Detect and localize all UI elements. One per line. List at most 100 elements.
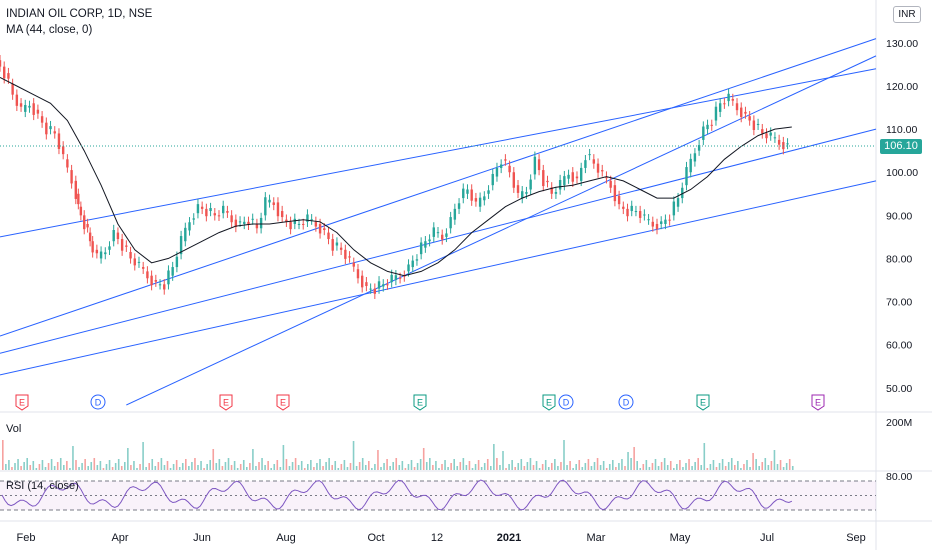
- candle-body: [483, 196, 486, 201]
- volume-bar: [578, 460, 581, 470]
- volume-bar: [666, 465, 669, 470]
- candle-body: [394, 275, 398, 280]
- price-tick-label: 70.00: [886, 297, 912, 309]
- candle-body: [626, 208, 629, 217]
- candle-body: [40, 116, 44, 123]
- candle-body: [596, 163, 600, 173]
- candle-body: [474, 198, 478, 202]
- candle-body: [150, 275, 153, 286]
- candle-body: [255, 223, 259, 229]
- candle-body: [314, 221, 318, 227]
- candle-body: [567, 174, 570, 179]
- svg-text:E: E: [700, 398, 706, 408]
- ma-indicator-label[interactable]: MA (44, close, 0): [6, 24, 93, 36]
- candle-body: [112, 230, 115, 242]
- volume-bar: [593, 462, 596, 470]
- currency-badge[interactable]: INR: [893, 6, 921, 23]
- volume-bar: [47, 463, 50, 470]
- volume-bar: [660, 462, 663, 470]
- dividend-event-icon[interactable]: D: [558, 394, 574, 410]
- earnings-event-icon[interactable]: E: [15, 394, 29, 411]
- volume-bar: [685, 463, 687, 470]
- rsi-label[interactable]: RSI (14, close): [6, 480, 79, 492]
- volume-label[interactable]: Vol: [6, 423, 22, 435]
- volume-bar: [682, 467, 684, 470]
- volume-bar: [23, 462, 25, 470]
- time-axis-label: 12: [431, 532, 443, 544]
- earnings-event-icon[interactable]: E: [413, 394, 427, 411]
- volume-bar: [727, 462, 730, 470]
- volume-bar: [78, 467, 80, 470]
- volume-bar: [136, 468, 138, 470]
- volume-bar: [181, 463, 184, 470]
- chart-title[interactable]: INDIAN OIL CORP, 1D, NSE: [6, 8, 153, 20]
- candle-body: [521, 191, 524, 199]
- volume-bar: [87, 466, 89, 470]
- earnings-event-icon[interactable]: E: [811, 394, 825, 411]
- candle-body: [609, 180, 612, 188]
- volume-bar: [566, 465, 568, 470]
- volume-bar: [81, 463, 83, 470]
- candle-body: [3, 66, 6, 79]
- volume-bar: [84, 459, 86, 470]
- volume-bar: [642, 464, 645, 470]
- candle-body: [289, 221, 292, 230]
- volume-bar: [425, 462, 428, 470]
- candle-body: [259, 217, 263, 229]
- volume-bar: [203, 468, 205, 470]
- trendline: [0, 68, 877, 238]
- volume-bar: [480, 467, 483, 470]
- candle-body: [196, 204, 200, 214]
- volume-bar: [398, 465, 401, 470]
- candle-body: [651, 221, 654, 227]
- candle-body: [318, 223, 322, 234]
- candle-body: [634, 211, 638, 213]
- candle-body: [247, 221, 250, 225]
- volume-bar: [288, 466, 291, 470]
- volume-bar: [599, 465, 602, 470]
- volume-bar: [197, 465, 199, 470]
- svg-text:D: D: [95, 398, 102, 408]
- volume-bar: [172, 464, 175, 470]
- earnings-event-icon[interactable]: E: [542, 394, 556, 411]
- earnings-event-icon[interactable]: E: [276, 394, 290, 411]
- volume-bar: [166, 461, 169, 470]
- candle-body: [129, 251, 132, 259]
- volume-bar: [206, 464, 208, 470]
- candle-body: [382, 284, 385, 287]
- volume-bar: [352, 441, 355, 470]
- volume-bar: [50, 459, 53, 470]
- volume-bar: [547, 467, 550, 470]
- volume-bar: [258, 462, 260, 470]
- candle-body: [466, 189, 469, 194]
- price-tick-label: 80.00: [886, 253, 912, 265]
- volume-bar: [276, 460, 279, 470]
- candle-body: [7, 73, 10, 79]
- candle-body: [647, 219, 650, 221]
- candle-body: [285, 219, 288, 222]
- earnings-event-icon[interactable]: E: [696, 394, 710, 411]
- earnings-event-icon[interactable]: E: [219, 394, 233, 411]
- volume-bar: [255, 466, 257, 470]
- volume-bar: [621, 459, 623, 470]
- candle-body: [584, 160, 587, 168]
- candle-body: [676, 198, 680, 207]
- volume-bar: [590, 466, 593, 470]
- candle-body: [49, 126, 52, 130]
- candle-body: [104, 252, 107, 255]
- dividend-event-icon[interactable]: D: [618, 394, 634, 410]
- volume-bar: [544, 460, 547, 470]
- volume-bar: [419, 459, 422, 470]
- volume-bar: [429, 458, 431, 470]
- volume-bar: [294, 458, 297, 470]
- volume-bar: [657, 466, 660, 470]
- time-axis-label: Jun: [193, 532, 211, 544]
- volume-bar: [66, 461, 68, 470]
- dividend-event-icon[interactable]: D: [90, 394, 106, 410]
- volume-bar: [154, 466, 157, 470]
- volume-bar: [502, 451, 504, 470]
- candle-body: [630, 205, 633, 212]
- candle-body: [226, 211, 229, 213]
- candle-body: [487, 190, 490, 194]
